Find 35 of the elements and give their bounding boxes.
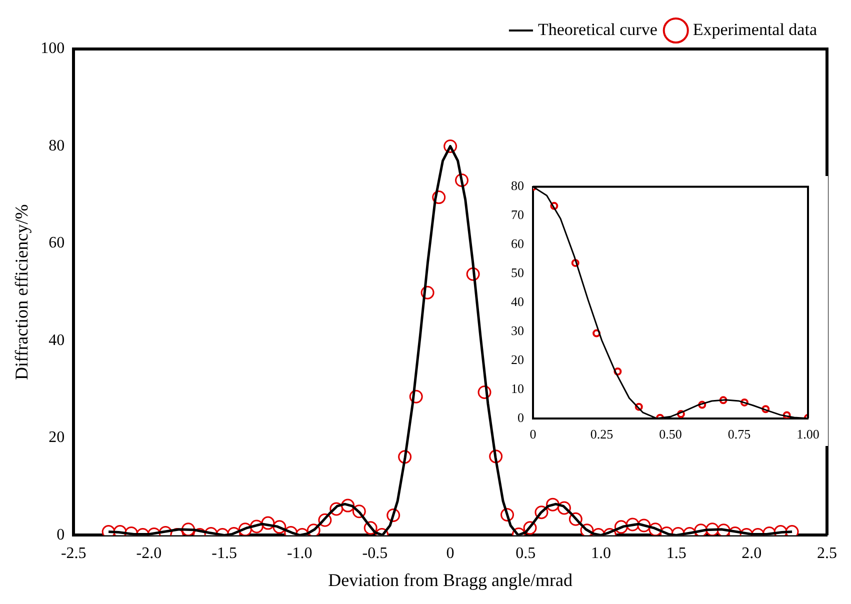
x-tick-label: 2.5	[817, 545, 837, 562]
x-tick-label: 0.5	[516, 545, 536, 562]
y-tick-label: 70	[511, 207, 524, 222]
x-tick-label: -2.5	[60, 545, 86, 562]
x-tick-label: -0.5	[362, 545, 388, 562]
x-tick-label: -1.0	[286, 545, 312, 562]
x-axis-title: Deviation from Bragg angle/mrad	[328, 570, 573, 590]
x-tick-label: -1.5	[212, 545, 237, 562]
y-tick-label: 80	[511, 178, 524, 194]
x-tick-label: 1.00	[796, 426, 820, 442]
y-tick-label: 80	[48, 137, 65, 154]
x-tick-label: 0.75	[728, 426, 751, 442]
legend-label: Theoretical curve	[538, 20, 658, 39]
y-tick-label: 40	[48, 332, 65, 349]
x-tick-label: 0.50	[659, 426, 682, 442]
y-tick-label: 30	[511, 322, 524, 338]
x-tick-label: 1.0	[590, 545, 611, 562]
y-tick-label: 20	[48, 429, 65, 446]
y-tick-label: 50	[511, 265, 524, 280]
y-tick-label: 60	[48, 234, 65, 252]
legend-label: Experimental data	[692, 20, 818, 39]
y-tick-label: 40	[511, 294, 524, 310]
y-tick-label: 60	[511, 236, 524, 252]
x-tick-label: 0	[446, 545, 454, 562]
y-tick-label: 10	[511, 380, 524, 396]
y-tick-label: 0	[518, 410, 524, 425]
x-tick-label: -2.0	[136, 545, 162, 562]
y-axis-title: Diffraction efficiency/%	[12, 204, 32, 380]
x-tick-label: 2.0	[742, 545, 762, 562]
y-tick-label: 100	[40, 40, 65, 58]
x-tick-label: 0.25	[590, 426, 614, 442]
x-tick-label: 0	[530, 426, 536, 442]
y-tick-label: 20	[511, 352, 524, 367]
y-tick-label: 0	[56, 526, 65, 544]
x-tick-label: 1.5	[666, 545, 686, 562]
